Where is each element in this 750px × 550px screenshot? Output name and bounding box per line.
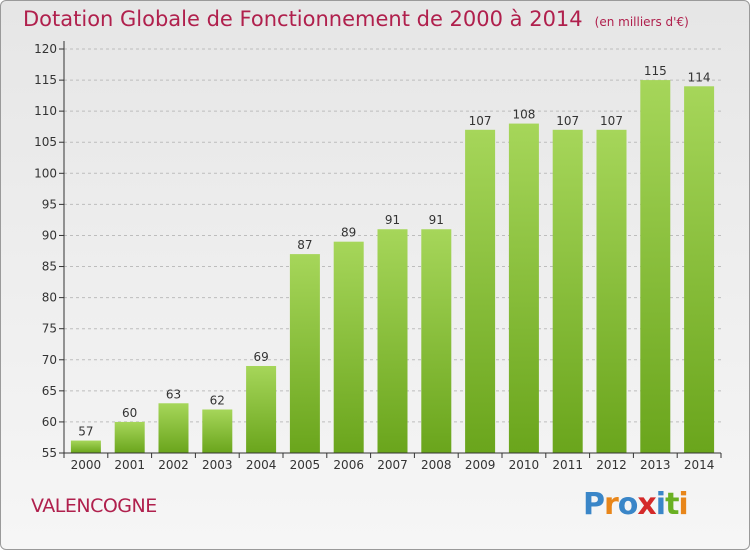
y-tick-label: 65: [42, 384, 57, 398]
bar-2003: [202, 409, 233, 453]
y-tick-label: 95: [42, 197, 57, 211]
data-label: 89: [341, 226, 356, 240]
bar-2001: [114, 421, 145, 453]
data-label: 107: [600, 114, 623, 128]
bar-2004: [246, 365, 277, 453]
data-label: 69: [253, 350, 268, 364]
y-tick-label: 90: [42, 228, 57, 242]
y-tick-label: 85: [42, 260, 57, 274]
x-tick-label: 2003: [202, 458, 233, 472]
y-tick-label: 110: [34, 104, 57, 118]
commune-name: VALENCOGNE: [31, 495, 157, 517]
y-tick-label: 60: [42, 415, 57, 429]
y-tick-label: 70: [42, 353, 57, 367]
x-tick-label: 2007: [377, 458, 408, 472]
x-tick-label: 2001: [114, 458, 145, 472]
x-tick-label: 2010: [509, 458, 540, 472]
data-label: 114: [688, 70, 711, 84]
x-tick-label: 2011: [552, 458, 583, 472]
x-tick-label: 2002: [158, 458, 189, 472]
data-label: 91: [429, 213, 444, 227]
bar-2014: [684, 86, 715, 454]
x-tick-label: 2008: [421, 458, 452, 472]
y-tick-label: 115: [34, 73, 57, 87]
axes: 55 60 65 70 75 80 85 90 95 100 105 110 115 120 2000 200…: [34, 41, 722, 472]
chart-title-block: Dotation Globale de Fonctionnement de 20…: [23, 7, 689, 31]
chart-title: Dotation Globale de Fonctionnement de 20…: [23, 7, 583, 31]
data-label: 87: [297, 238, 312, 252]
y-tick-label: 120: [34, 42, 57, 56]
bar-2009: [465, 129, 496, 454]
bar-2007: [377, 229, 408, 453]
bar-2011: [552, 129, 583, 454]
data-labels: 57 60 63 62 69 87 89 91 91 107 108 107 107 115 114: [78, 64, 710, 438]
data-label: 63: [166, 387, 181, 401]
data-label: 57: [78, 425, 93, 439]
y-tick-label: 100: [34, 166, 57, 180]
x-tick-label: 2009: [465, 458, 496, 472]
bar-2008: [421, 229, 452, 453]
x-tick-label: 2004: [246, 458, 277, 472]
x-tick-label: 2014: [684, 458, 715, 472]
data-label: 107: [469, 114, 492, 128]
x-tick-label: 2012: [596, 458, 627, 472]
y-tick-label: 55: [42, 446, 57, 460]
y-tick-label: 105: [34, 135, 57, 149]
bar-2002: [158, 403, 189, 453]
x-tick-label: 2013: [640, 458, 671, 472]
data-label: 108: [512, 108, 535, 122]
x-tick-label: 2005: [290, 458, 321, 472]
bars: [70, 80, 715, 454]
y-tick-label: 75: [42, 322, 57, 336]
data-label: 60: [122, 406, 137, 420]
bar-2000: [70, 440, 101, 453]
bar-2010: [508, 123, 539, 453]
chart-unit: (en milliers d'€): [594, 15, 689, 29]
data-label: 62: [210, 393, 225, 407]
bar-2012: [596, 129, 627, 454]
data-label: 91: [385, 213, 400, 227]
bar-2006: [333, 241, 364, 453]
data-label: 115: [644, 64, 667, 78]
proxiti-logo: Proxiti: [583, 487, 689, 522]
x-tick-label: 2000: [71, 458, 102, 472]
bar-2013: [640, 80, 671, 454]
x-tick-label: 2006: [333, 458, 364, 472]
y-tick-label: 80: [42, 291, 57, 305]
data-label: 107: [556, 114, 579, 128]
bar-2005: [289, 254, 320, 453]
